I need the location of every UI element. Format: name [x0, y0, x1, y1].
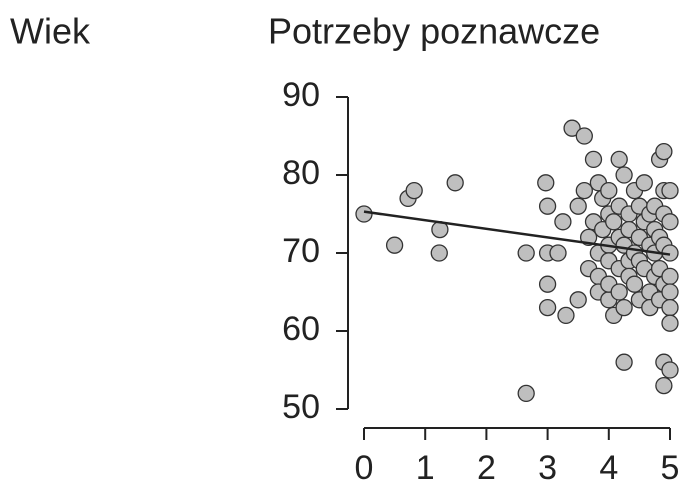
- point: [615, 353, 633, 371]
- y-tick-label: 50: [282, 388, 320, 426]
- point: [661, 181, 679, 200]
- y-tick-label: 80: [282, 154, 320, 192]
- point: [538, 275, 557, 293]
- x-tick-label: 5: [661, 449, 680, 487]
- point: [549, 244, 567, 262]
- point: [615, 298, 633, 317]
- point: [517, 384, 535, 403]
- point: [405, 181, 423, 200]
- point: [605, 213, 623, 231]
- point: [554, 213, 572, 231]
- point: [661, 267, 679, 286]
- point: [557, 306, 575, 325]
- row-label: Wiek: [10, 11, 91, 52]
- y-tick-label: 70: [282, 232, 320, 270]
- point: [385, 236, 404, 254]
- point: [538, 197, 557, 215]
- x-tick-label: 3: [538, 449, 557, 487]
- point: [569, 197, 587, 215]
- point: [661, 361, 679, 379]
- point: [661, 314, 679, 332]
- point: [625, 275, 644, 293]
- x-tick-label: 2: [477, 449, 496, 487]
- point: [575, 181, 593, 200]
- point: [575, 127, 593, 145]
- point: [584, 150, 603, 169]
- point: [538, 298, 557, 317]
- point: [569, 291, 587, 309]
- x-tick-label: 0: [355, 449, 374, 487]
- point: [563, 119, 581, 137]
- point: [655, 376, 673, 395]
- point: [655, 142, 673, 161]
- point: [355, 205, 373, 223]
- point: [446, 174, 464, 192]
- point: [661, 298, 679, 317]
- trend-line: [363, 210, 671, 256]
- x-tick-label: 1: [416, 449, 435, 487]
- chart-title: Potrzeby poznawcze: [268, 11, 600, 52]
- x-tick-label: 4: [599, 449, 618, 487]
- point: [537, 174, 555, 192]
- point: [517, 244, 535, 262]
- y-tick-label: 60: [282, 310, 320, 348]
- point: [661, 213, 679, 231]
- point: [430, 244, 448, 262]
- point: [610, 150, 628, 169]
- point: [661, 283, 679, 301]
- point: [615, 166, 633, 184]
- point: [610, 283, 628, 301]
- point: [635, 174, 653, 192]
- y-tick-label: 90: [282, 76, 320, 114]
- point: [600, 181, 618, 200]
